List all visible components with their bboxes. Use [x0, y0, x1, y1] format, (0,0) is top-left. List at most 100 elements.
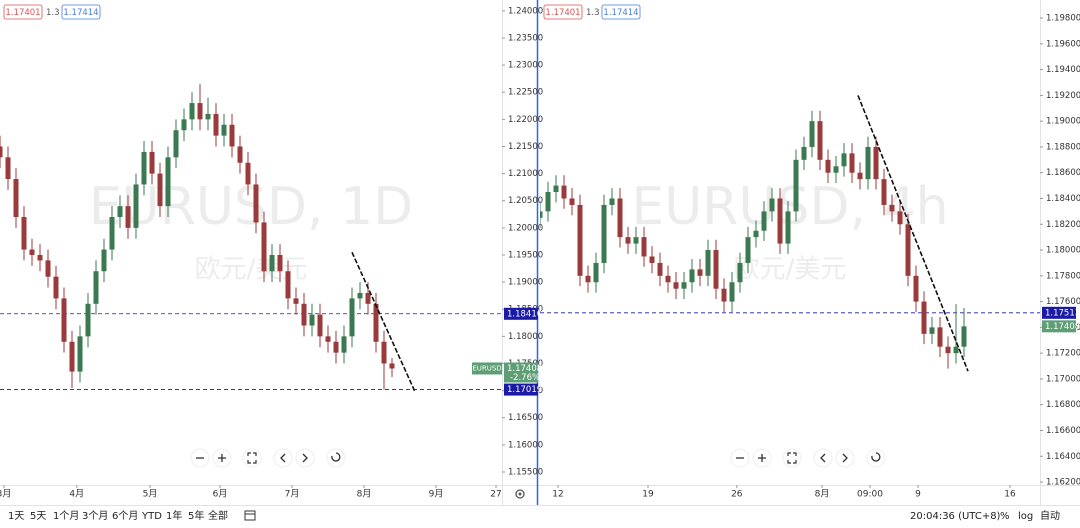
date-range-icon[interactable]: [244, 510, 256, 521]
candle-body: [689, 269, 695, 283]
candle-body: [857, 172, 863, 180]
candle-body: [833, 166, 839, 173]
candle-body: [809, 121, 815, 147]
change-label: -2.76%: [510, 373, 540, 383]
x-tick-label: 3月: [0, 489, 11, 500]
range-button[interactable]: 5年: [188, 509, 204, 522]
candle-body: [229, 124, 235, 147]
settings-icon[interactable]: [515, 489, 525, 499]
x-tick-label: 26: [731, 490, 743, 500]
candle-body: [745, 237, 751, 263]
candle-body: [389, 363, 395, 369]
zoom-in-icon: [218, 454, 226, 462]
candle-body: [85, 303, 91, 337]
y-tick-label: 1.18800: [1046, 142, 1080, 152]
candle-body: [157, 173, 163, 207]
axis-option[interactable]: %: [1000, 511, 1010, 522]
x-tick-label: 8月: [357, 489, 372, 500]
axis-option[interactable]: 自动: [1040, 509, 1060, 522]
candle-body: [540, 211, 543, 218]
y-tick-label: 1.19600: [1046, 39, 1080, 49]
last-price-label: 1.17408: [507, 364, 542, 374]
candle-body: [545, 192, 551, 212]
y-tick-label: 1.16600: [1046, 426, 1080, 436]
nav-button[interactable]: [242, 448, 262, 468]
range-button[interactable]: 1天: [8, 511, 24, 522]
nav-button[interactable]: [782, 448, 802, 468]
y-tick-label: 1.19400: [1046, 65, 1080, 75]
symbol-label: EURUSD: [472, 364, 501, 372]
candle-body: [649, 256, 655, 263]
candle-body: [937, 327, 943, 347]
candle-body: [825, 159, 831, 173]
candle-body: [753, 230, 759, 238]
range-button[interactable]: YTD: [141, 511, 162, 522]
x-tick-label: 19: [642, 490, 654, 500]
range-button[interactable]: 6个月: [112, 510, 138, 522]
candle-body: [269, 254, 275, 272]
x-tick-label: 8月: [815, 489, 830, 500]
candle-body: [905, 224, 911, 276]
range-button[interactable]: 5天: [30, 511, 46, 522]
candle-body: [5, 157, 11, 180]
axis-option[interactable]: log: [1018, 511, 1033, 522]
scroll-left-icon: [820, 453, 826, 463]
candle-body: [881, 179, 887, 205]
zoom-in-icon: [758, 454, 766, 462]
candle-body: [961, 326, 967, 347]
candle-body: [929, 327, 935, 334]
candle-body: [609, 198, 615, 205]
range-button[interactable]: 全部: [208, 509, 228, 522]
content: EURUSD, 1D欧元/美元1.240001.235001.230001.22…: [0, 4, 1080, 522]
scroll-right-icon: [302, 453, 308, 463]
y-tick-label: 1.19500: [508, 250, 543, 260]
candle-body: [333, 341, 339, 353]
candle-body: [221, 124, 227, 136]
y-tick-label: 1.18400: [1046, 194, 1080, 204]
candle-body: [93, 271, 99, 304]
trendline: [857, 95, 969, 372]
candle-body: [53, 276, 59, 299]
candle-body: [253, 184, 259, 223]
candle-body: [577, 204, 583, 276]
candle-body: [77, 336, 83, 372]
navigation-buttons: [730, 448, 886, 468]
candle-body: [293, 298, 299, 304]
range-button[interactable]: 1个月: [53, 510, 79, 522]
candle-body: [841, 153, 847, 167]
nav-button[interactable]: [835, 448, 855, 468]
candle-body: [585, 275, 591, 283]
candle-body: [325, 336, 331, 342]
candle-body: [785, 211, 791, 244]
nav-button[interactable]: [273, 448, 293, 468]
y-tick-label: 1.19000: [1046, 117, 1080, 127]
nav-button[interactable]: [326, 448, 346, 468]
y-tick-label: 1.23000: [508, 61, 543, 71]
y-tick-label: 1.18000: [1046, 246, 1080, 256]
candle-body: [737, 262, 743, 283]
nav-button[interactable]: [813, 448, 833, 468]
range-button[interactable]: 1年: [166, 509, 182, 522]
candle-body: [849, 153, 855, 173]
scroll-left-icon: [280, 453, 286, 463]
level-tag: [504, 383, 538, 396]
fullscreen-icon: [787, 452, 797, 464]
candle-body: [277, 254, 283, 272]
nav-button[interactable]: [295, 448, 315, 468]
candle-body: [245, 162, 251, 185]
x-tick-label: 5月: [143, 489, 158, 500]
y-tick-label: 1.19200: [1046, 91, 1080, 101]
y-tick-label: 1.23500: [508, 33, 543, 43]
candle-body: [761, 211, 767, 231]
candle-body: [285, 271, 291, 299]
candle-body: [197, 103, 203, 120]
x-tick-label: 12: [552, 490, 563, 500]
y-tick-label: 1.17600: [1046, 297, 1080, 307]
nav-button[interactable]: [866, 448, 886, 468]
level-tag: [504, 307, 538, 320]
range-button[interactable]: 3个月: [82, 510, 108, 522]
x-tick-label: 27: [490, 490, 501, 500]
